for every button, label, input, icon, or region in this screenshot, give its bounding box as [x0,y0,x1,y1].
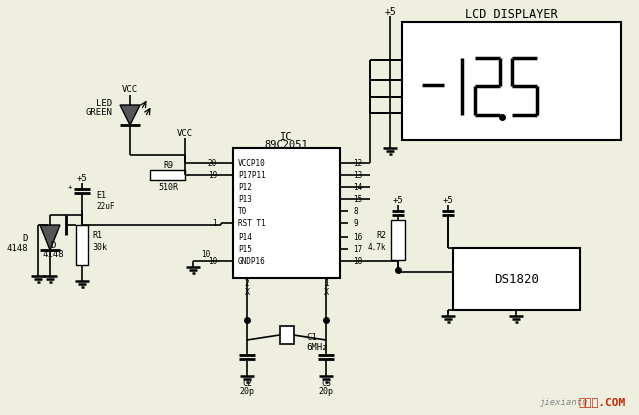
Text: 2: 2 [245,278,249,288]
Text: +5: +5 [77,173,88,183]
Text: 10: 10 [208,256,217,266]
Text: VCC: VCC [177,129,193,137]
Text: LCD DISPLAYER: LCD DISPLAYER [465,8,558,22]
Text: jiexiantu: jiexiantu [540,398,589,407]
Text: 12: 12 [353,159,362,168]
Text: P17P11: P17P11 [238,171,266,180]
Polygon shape [120,105,140,125]
Text: DS1820: DS1820 [494,273,539,286]
Text: 89C2051: 89C2051 [265,140,309,150]
Text: LED: LED [96,98,112,107]
Bar [391,220,405,260]
Text: VCC: VCC [122,85,138,95]
Text: IC: IC [281,132,293,142]
Text: 14: 14 [353,183,362,191]
Bar [402,22,621,140]
Bar [76,225,88,265]
Text: 18: 18 [353,256,362,266]
Text: X: X [245,288,249,296]
Text: +5: +5 [392,195,403,205]
Text: 8: 8 [353,207,358,215]
Text: 20p: 20p [318,386,334,395]
Bar [453,248,580,310]
Text: 6MHz: 6MHz [307,342,328,352]
Text: +: + [68,184,72,190]
Text: 17: 17 [353,244,362,254]
Text: GNDP16: GNDP16 [238,256,266,266]
Text: 16: 16 [353,232,362,242]
Text: VCCP10: VCCP10 [238,159,266,168]
Text: P15: P15 [238,244,252,254]
Text: E1: E1 [96,190,106,200]
Text: C3: C3 [321,378,331,388]
Text: GREEN: GREEN [85,107,112,117]
Text: 510R: 510R [158,183,178,191]
Text: D: D [50,241,56,249]
Text: C1: C1 [307,332,317,342]
Text: +5: +5 [443,195,454,205]
Text: 10: 10 [201,249,211,259]
Bar [150,170,185,180]
Text: 15: 15 [353,195,362,203]
Text: R9: R9 [163,161,173,169]
Bar [233,148,340,278]
Text: P13: P13 [238,195,252,203]
Text: 4148: 4148 [42,249,64,259]
Text: 22uF: 22uF [96,202,114,210]
Text: RST T1: RST T1 [238,219,266,227]
Text: 20p: 20p [240,386,254,395]
Text: 4148: 4148 [6,244,28,252]
Text: R2: R2 [376,230,386,239]
Text: 13: 13 [353,171,362,180]
Bar [279,326,293,344]
Polygon shape [40,225,60,250]
Text: P14: P14 [238,232,252,242]
Text: P12: P12 [238,183,252,191]
Text: 9: 9 [353,219,358,227]
Text: 20: 20 [208,159,217,168]
Text: 19: 19 [208,171,217,180]
Text: C2: C2 [242,378,252,388]
Text: D: D [22,234,28,242]
Text: 接线图.COM: 接线图.COM [578,397,625,407]
Text: 1: 1 [324,278,328,288]
Text: 1: 1 [212,219,217,227]
Text: R1: R1 [92,230,102,239]
Text: +5: +5 [384,7,396,17]
Text: X: X [323,288,328,296]
Text: 30k: 30k [92,242,107,251]
Text: T0: T0 [238,207,247,215]
Text: 4.7k: 4.7k [367,242,386,251]
